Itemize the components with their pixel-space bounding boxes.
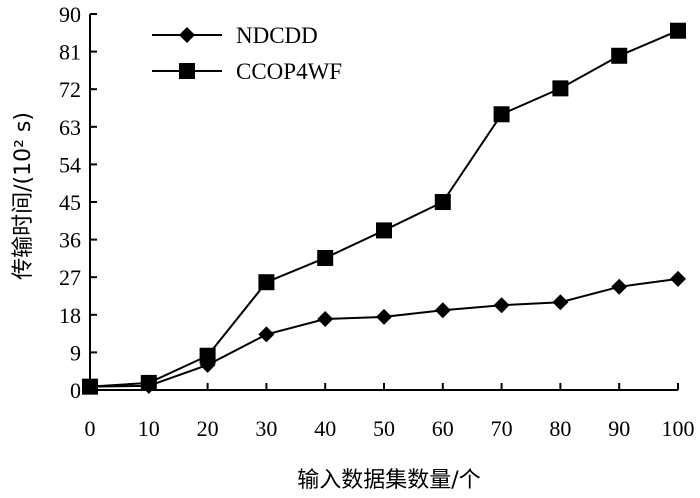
diamond-marker	[611, 278, 628, 295]
legend-item-ndcdd: NDCDD	[152, 23, 318, 48]
y-tick-label: 63	[59, 115, 81, 140]
legend: NDCDD CCOP4WF	[152, 23, 342, 84]
x-tick-label: 70	[491, 416, 513, 441]
x-tick-label: 90	[608, 416, 630, 441]
y-tick-label: 54	[59, 152, 81, 177]
legend-item-ccop4wf: CCOP4WF	[152, 59, 342, 84]
y-tick-label: 0	[70, 378, 81, 403]
x-tick-label: 10	[138, 416, 160, 441]
diamond-marker	[434, 302, 451, 319]
square-marker	[670, 22, 686, 39]
series-ccop4wf	[82, 22, 686, 395]
legend-label: CCOP4WF	[236, 59, 342, 84]
square-marker	[376, 222, 392, 239]
y-tick-label: 45	[59, 190, 81, 215]
y-axis-title: 传输时间/(10² s)	[11, 112, 36, 280]
y-tick-label: 9	[70, 340, 81, 365]
x-tick-label: 0	[85, 416, 96, 441]
square-marker	[493, 106, 510, 123]
square-marker	[434, 194, 451, 210]
diamond-marker	[376, 308, 392, 325]
series-ndcdd	[82, 270, 686, 395]
legend-label: NDCDD	[236, 23, 318, 48]
square-marker	[552, 80, 569, 97]
legend-square-marker	[179, 63, 195, 79]
y-tick-label: 90	[59, 2, 81, 27]
y-tick-label: 36	[59, 228, 81, 253]
x-tick-label: 40	[314, 416, 336, 441]
square-marker	[317, 249, 334, 266]
x-tick-label: 30	[255, 416, 277, 441]
square-marker	[258, 274, 275, 291]
x-axis-title: 输入数据集数量/个	[297, 468, 480, 493]
x-tick-label: 20	[197, 416, 219, 441]
diamond-marker	[493, 297, 510, 314]
legend-diamond-marker	[179, 27, 195, 43]
diamond-marker	[258, 326, 275, 343]
y-tick-label: 18	[59, 303, 81, 328]
x-tick-label: 80	[549, 416, 571, 441]
y-tick-label: 72	[59, 77, 81, 102]
y-tick-label: 81	[59, 40, 81, 65]
square-marker	[82, 378, 98, 395]
diamond-marker	[552, 294, 569, 311]
x-tick-label: 50	[373, 416, 395, 441]
square-marker	[199, 347, 216, 364]
series-line	[89, 29, 679, 388]
diamond-marker	[670, 270, 686, 287]
square-marker	[611, 47, 628, 64]
series-line	[89, 277, 679, 388]
y-tick-label: 27	[59, 265, 81, 290]
x-tick-label: 60	[432, 416, 454, 441]
ticks: 0 9 18 27 36 45 54 63 72 81 90 0 10 20 30 40 50 60 70 80 90 1…	[59, 2, 695, 441]
square-marker	[140, 374, 157, 391]
x-tick-label: 100	[662, 416, 695, 441]
series-layer	[82, 22, 686, 395]
diamond-marker	[317, 310, 334, 327]
